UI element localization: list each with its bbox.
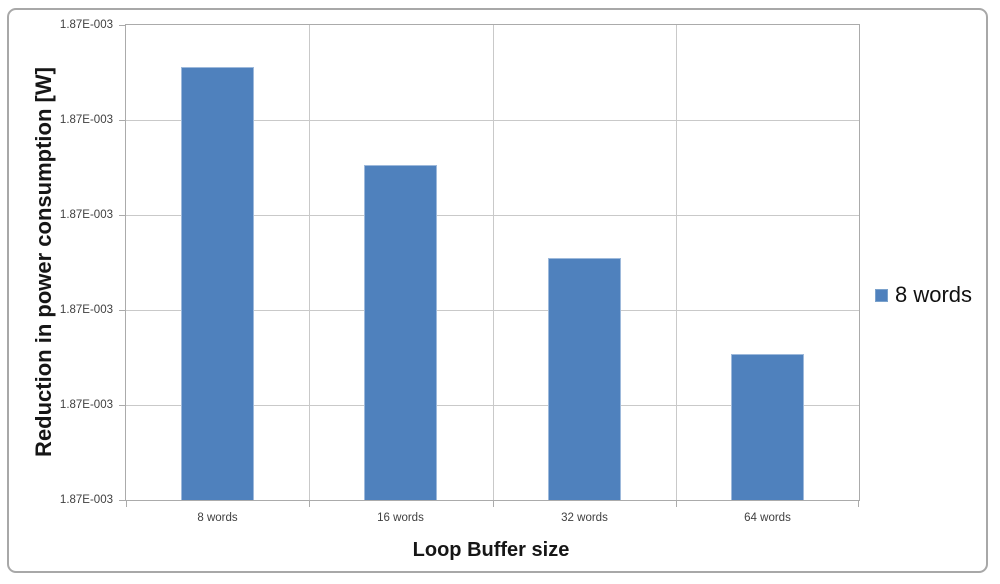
y-tick-mark [119, 405, 125, 406]
category-label: 8 words [197, 512, 238, 524]
x-tick-mark [493, 501, 494, 507]
v-gridline [493, 25, 494, 500]
y-tick-mark [119, 310, 125, 311]
y-tick-mark [119, 25, 125, 26]
category-label: 32 words [561, 512, 608, 524]
h-gridline [126, 120, 859, 121]
y-tick-label: 1.87E-003 [59, 304, 113, 316]
x-tick-mark [858, 501, 859, 507]
y-tick-label: 1.87E-003 [59, 209, 113, 221]
x-tick-mark [309, 501, 310, 507]
legend: 8 words [875, 282, 972, 308]
bar-8-words [181, 67, 254, 500]
h-gridline [126, 215, 859, 216]
h-gridline [126, 310, 859, 311]
x-tick-mark [676, 501, 677, 507]
chart-frame: Reduction in power consumption [W] 1.87E… [7, 8, 988, 573]
x-tick-mark [126, 501, 127, 507]
v-gridline [309, 25, 310, 500]
h-gridline [126, 405, 859, 406]
v-gridline [676, 25, 677, 500]
bar-32-words [548, 258, 621, 500]
category-label: 64 words [744, 512, 791, 524]
x-axis-title: Loop Buffer size [412, 539, 570, 561]
plot-area: 1.87E-003 1.87E-003 1.87E-003 1.87E-003 1.87… [60, 19, 860, 524]
y-tick-mark [119, 120, 125, 121]
category-label: 16 words [377, 512, 424, 524]
y-tick-label: 1.87E-003 [59, 19, 113, 31]
y-tick-mark [119, 500, 125, 501]
y-tick-label: 1.87E-003 [59, 494, 113, 506]
legend-label: 8 words [895, 282, 973, 307]
bar-16-words [364, 165, 437, 500]
bar-64-words [731, 354, 804, 500]
y-tick-mark [119, 215, 125, 216]
y-tick-label: 1.87E-003 [59, 114, 113, 126]
y-tick-label: 1.87E-003 [59, 399, 113, 411]
y-axis-title: Reduction in power consumption [W] [31, 67, 56, 457]
legend-marker-icon [875, 288, 888, 302]
